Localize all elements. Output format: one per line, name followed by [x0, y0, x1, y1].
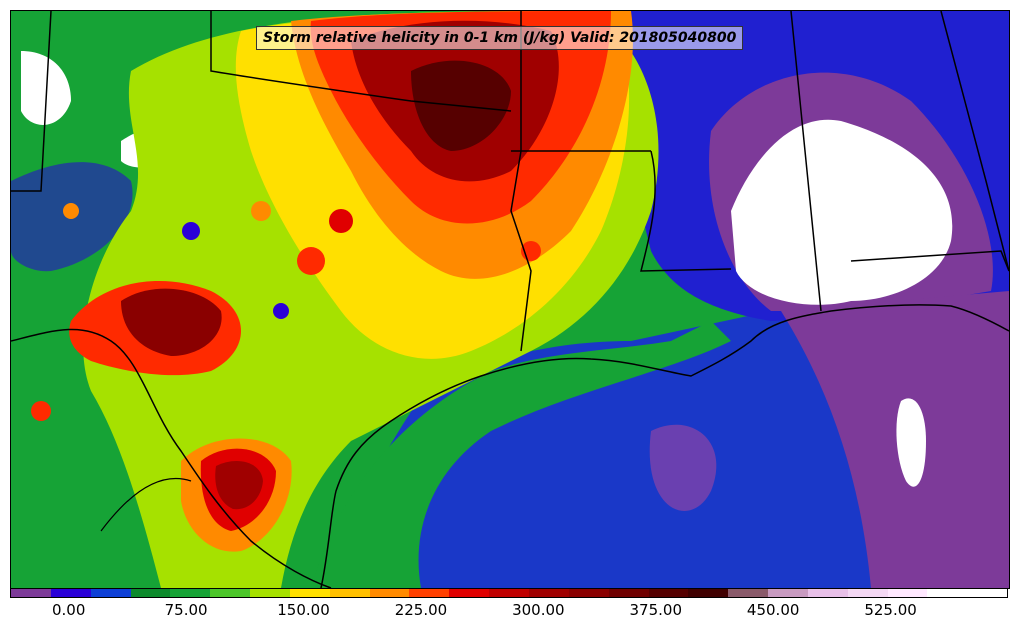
colorbar-swatch [170, 589, 211, 597]
cell-1 [329, 209, 353, 233]
west-darkred-blob [121, 288, 222, 356]
colorbar-swatch [887, 589, 928, 597]
colorbar-swatch [489, 589, 529, 597]
colorbar-swatch [728, 589, 769, 597]
helicity-field [11, 11, 1009, 588]
state-border-ok-tx [210, 11, 512, 112]
colorbar-swatch [847, 589, 888, 597]
colorbar-swatch [768, 589, 808, 597]
cell-3 [251, 201, 271, 221]
colorbar-swatch [369, 589, 410, 597]
state-border-tx-la [510, 11, 532, 352]
colorbar-tick-label: 0.00 [52, 601, 86, 619]
cell-6 [63, 203, 79, 219]
cell-2 [297, 247, 325, 275]
state-border-ms [640, 150, 732, 272]
map-title: Storm relative helicity in 0-1 km (J/kg)… [256, 26, 744, 50]
colorbar-swatch [528, 589, 569, 597]
colorbar-swatch [967, 589, 1008, 597]
colorbar-swatch [449, 589, 490, 597]
colorbar-tick-label: 150.00 [277, 601, 330, 619]
colorbar-labels: 0.00 75.00 150.00 225.00 300.00 375.00 450.00 5… [10, 601, 1008, 623]
state-border-nm-tx [11, 11, 52, 192]
colorbar-swatch [329, 589, 370, 597]
rio-grande-border [11, 328, 332, 588]
colorbar-tick-label: 375.00 [629, 601, 683, 619]
colorbar-swatch [11, 589, 51, 597]
colorbar-swatch [807, 589, 848, 597]
white-gulf-spot [896, 398, 926, 487]
purple-gulf-east [781, 291, 1009, 588]
cell-5 [182, 222, 200, 240]
cell-7 [31, 401, 51, 421]
colorbar-swatch [608, 589, 649, 597]
colorbar-swatch [568, 589, 609, 597]
colorbar-swatch [250, 589, 290, 597]
colorbar-swatch [130, 589, 171, 597]
colorbar-tick-label: 225.00 [394, 601, 448, 619]
coastline [320, 304, 1009, 588]
colorbar-tick-label: 300.00 [512, 601, 565, 619]
south-darkred-blob [215, 461, 263, 510]
colorbar-tick-label: 525.00 [864, 601, 917, 619]
colorbar-swatch [409, 589, 450, 597]
colorbar-swatch [90, 589, 131, 597]
colorbar-swatch [210, 589, 251, 597]
colorbar-swatch [648, 589, 689, 597]
state-border-ga [940, 11, 1009, 272]
colorbar-tick-label: 450.00 [746, 601, 800, 619]
state-border-al-fl [850, 250, 1009, 272]
colorbar-swatch [688, 589, 729, 597]
state-border-ms-al [790, 11, 822, 312]
colorbar-swatch [50, 589, 91, 597]
colorbar-swatch [927, 589, 968, 597]
mexico-state-border [100, 477, 192, 532]
colorbar [10, 588, 1008, 598]
map-area: Storm relative helicity in 0-1 km (J/kg)… [10, 10, 1010, 589]
cell-4 [273, 303, 289, 319]
colorbar-tick-label: 75.00 [164, 601, 208, 619]
coastal-green-band [311, 321, 731, 588]
colorbar-swatch [289, 589, 330, 597]
purple-gulf-spot [649, 424, 717, 511]
